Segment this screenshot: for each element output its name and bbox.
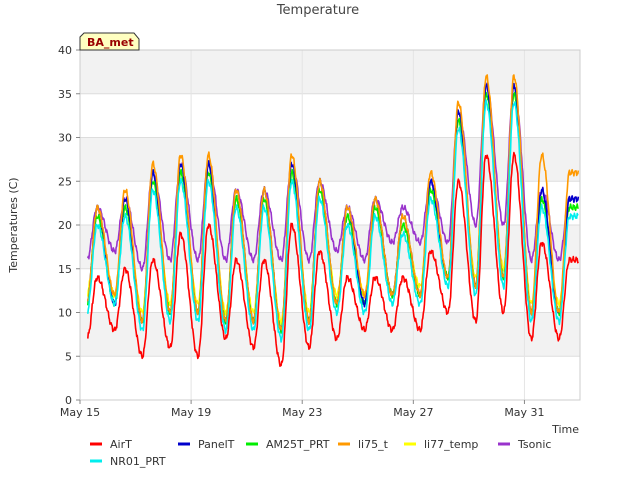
x-axis-ticks: May 15 May 19 May 23 May 27 May 31 <box>60 400 545 419</box>
y-tick-label: 0 <box>65 394 72 407</box>
legend-label: li75_t <box>358 438 389 451</box>
band-5 <box>80 312 580 357</box>
legend-item-li75-t: li75_t <box>338 438 389 451</box>
series-line-tsonic <box>87 82 580 272</box>
y-tick-label: 15 <box>58 263 72 276</box>
legend-item-tsonic: Tsonic <box>498 438 551 451</box>
x-tick-label: May 15 <box>60 406 100 419</box>
chart-title: Temperature <box>276 3 359 18</box>
legend-label: AM25T_PRT <box>266 438 330 451</box>
legend-item-airt: AirT <box>90 438 132 451</box>
site-label-badge: BA_met <box>79 32 140 51</box>
legend-label: li77_temp <box>424 438 478 451</box>
y-tick-label: 25 <box>58 175 72 188</box>
series-line-nr01-prt <box>87 99 579 343</box>
series-line-li75-t <box>87 74 580 331</box>
x-tick-label: May 27 <box>393 406 433 419</box>
legend-item-nr01-prt: NR01_PRT <box>90 455 166 468</box>
legend: AirT PanelT AM25T_PRT li75_t li77_temp Tsonic… <box>90 438 551 468</box>
legend-label: PanelT <box>198 438 235 451</box>
legend-item-li77-temp: li77_temp <box>404 438 478 451</box>
x-tick-label: May 31 <box>504 406 544 419</box>
y-tick-label: 10 <box>58 307 72 320</box>
legend-label: Tsonic <box>517 438 551 451</box>
x-axis-label: Time <box>551 423 579 436</box>
series-layer <box>87 74 580 368</box>
y-tick-label: 20 <box>58 219 72 232</box>
site-label: BA_met <box>87 36 134 49</box>
legend-label: AirT <box>110 438 132 451</box>
legend-label: NR01_PRT <box>110 455 166 468</box>
legend-item-panelt: PanelT <box>178 438 235 451</box>
band-35 <box>80 50 580 94</box>
y-tick-label: 35 <box>58 88 72 101</box>
y-axis-ticks: 0 5 10 15 20 25 30 35 40 <box>58 44 80 407</box>
y-axis-label: Temperatures (C) <box>7 177 20 273</box>
y-tick-label: 5 <box>65 350 72 363</box>
band-25 <box>80 137 580 182</box>
series-line-airt <box>87 151 580 368</box>
legend-item-am25t-prt: AM25T_PRT <box>246 438 330 451</box>
y-tick-label: 30 <box>58 132 72 145</box>
x-tick-label: May 19 <box>171 406 211 419</box>
x-tick-label: May 23 <box>282 406 322 419</box>
y-tick-label: 40 <box>58 44 72 57</box>
